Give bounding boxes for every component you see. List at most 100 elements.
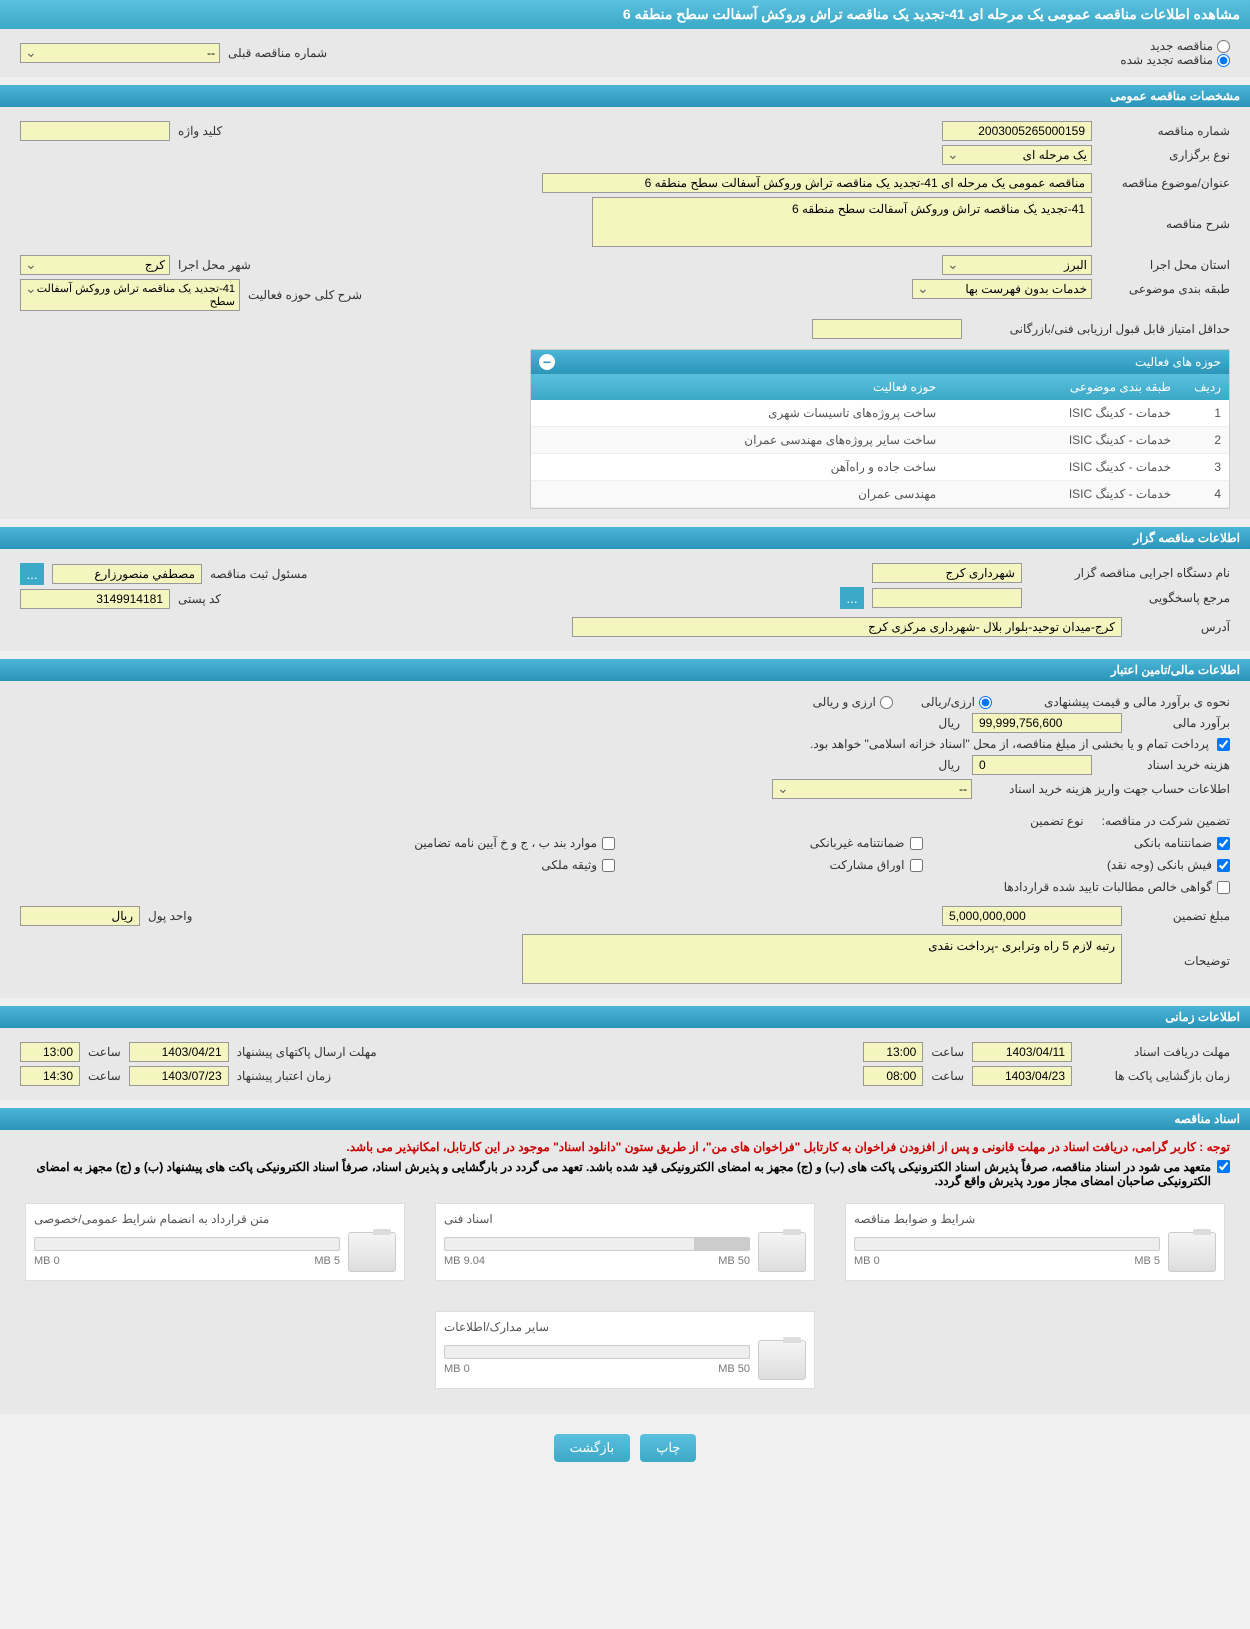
cb-bank-guarantee[interactable]: ضمانتنامه بانکی xyxy=(943,836,1231,850)
radio-currency-rial-input[interactable] xyxy=(979,696,992,709)
prev-tender-number-select[interactable]: -- xyxy=(20,43,220,63)
cb-confirmed-claims-input[interactable] xyxy=(1217,881,1230,894)
page-title: مشاهده اطلاعات مناقصه عمومی یک مرحله ای … xyxy=(0,0,1250,29)
cb-items-bpj-label: موارد بند ب ، ج و خ آیین نامه تضامین xyxy=(414,836,597,850)
cb-items-bpj[interactable]: موارد بند ب ، ج و خ آیین نامه تضامین xyxy=(328,836,616,850)
footer-buttons: چاپ بازگشت xyxy=(0,1414,1250,1482)
organizer-section: نام دستگاه اجرایی مناقصه گزار شهرداری کر… xyxy=(0,549,1250,651)
holding-type-select[interactable]: یک مرحله ای xyxy=(942,145,1092,165)
general-section: شماره مناقصه 2003005265000159 نوع برگزار… xyxy=(0,107,1250,519)
purchase-cost-field: 0 xyxy=(972,755,1092,775)
cb-nonbank-guarantee[interactable]: ضمانتنامه غیربانکی xyxy=(635,836,923,850)
th-row: ردیف xyxy=(1179,374,1229,400)
doc-section: شرایط و ضوابط مناقصه 5 MB 0 MB اسناد فنی xyxy=(20,1203,1230,1389)
packet-open-date: 1403/04/23 xyxy=(972,1066,1072,1086)
radio-currency-rial[interactable]: ارزی/ریالی xyxy=(921,695,992,709)
currency-unit-label: واحد پول xyxy=(148,909,192,923)
cb-participation-papers[interactable]: اوراق مشارکت xyxy=(635,858,923,872)
cb-confirmed-claims[interactable]: گواهی خالص مطالبات تایید شده قراردادها xyxy=(943,880,1231,894)
doc-total: 50 MB xyxy=(718,1255,750,1267)
packet-send-date: 1403/04/21 xyxy=(129,1042,229,1062)
payment-note-checkbox[interactable] xyxy=(1217,738,1230,751)
radio-new-tender-input[interactable] xyxy=(1217,40,1230,53)
responder-ellipsis-button[interactable]: ... xyxy=(840,587,864,609)
doc-total: 5 MB xyxy=(1134,1255,1160,1267)
packet-open-time: 08:00 xyxy=(863,1066,923,1086)
guarantee-amount-label: مبلغ تضمین xyxy=(1130,909,1230,923)
cell-activity: ساخت پروژه‌های تاسیسات شهری xyxy=(531,400,944,427)
commitment-checkbox[interactable] xyxy=(1217,1160,1230,1173)
radio-renewed-tender-input[interactable] xyxy=(1217,54,1230,67)
th-classification: طبقه بندی موضوعی xyxy=(944,374,1179,400)
guarantee-type-label: نوع تضمین xyxy=(1030,814,1083,828)
activity-scope-select[interactable]: 41-تجدید یک مناقصه تراش وروکش آسفالت سطح xyxy=(20,279,240,311)
packet-open-label: زمان بازگشایی پاکت ها xyxy=(1080,1069,1230,1083)
classification-select[interactable]: خدمات بدون فهرست بها xyxy=(912,279,1092,299)
doc-meta: 50 MB 0 MB xyxy=(444,1363,750,1375)
cb-bank-guarantee-label: ضمانتنامه بانکی xyxy=(1134,836,1212,850)
timing-section: مهلت دریافت اسناد 1403/04/11 ساعت 13:00 … xyxy=(0,1028,1250,1100)
cb-bank-receipt-input[interactable] xyxy=(1217,859,1230,872)
cb-participation-papers-input[interactable] xyxy=(910,859,923,872)
section-header-timing: اطلاعات زمانی xyxy=(0,1006,1250,1028)
responder-label: مرجع پاسخگویی xyxy=(1030,591,1230,605)
time-label-2: ساعت xyxy=(931,1069,964,1083)
cb-items-bpj-input[interactable] xyxy=(602,837,615,850)
doc-item[interactable]: شرایط و ضوابط مناقصه 5 MB 0 MB xyxy=(845,1203,1225,1281)
activity-table-title: حوزه های فعالیت xyxy=(1135,355,1221,369)
payment-note-label: پرداخت تمام و یا بخشی از مبلغ مناقصه، از… xyxy=(810,737,1209,751)
radio-renewed-tender[interactable]: مناقصه تجدید شده xyxy=(645,53,1230,67)
cell-classification: خدمات - کدینگ ISIC xyxy=(944,454,1179,481)
radio-new-tender[interactable]: مناقصه جدید xyxy=(645,39,1230,53)
min-score-field[interactable] xyxy=(812,319,962,339)
radio-currency-foreign[interactable]: ارزی و ریالی xyxy=(813,695,893,709)
table-row: 3 خدمات - کدینگ ISIC ساخت جاده و راه‌آهن xyxy=(531,454,1229,481)
radio-currency-foreign-input[interactable] xyxy=(880,696,893,709)
payment-account-select[interactable]: -- xyxy=(772,779,972,799)
cell-classification: خدمات - کدینگ ISIC xyxy=(944,400,1179,427)
doc-used: 9.04 MB xyxy=(444,1255,485,1267)
doc-used: 0 MB xyxy=(444,1363,470,1375)
doc-item[interactable]: متن قرارداد به انضمام شرایط عمومی/خصوصی … xyxy=(25,1203,405,1281)
section-header-organizer: اطلاعات مناقصه گزار xyxy=(0,527,1250,549)
postal-code-field: 3149914181 xyxy=(20,589,170,609)
cb-property-bond-input[interactable] xyxy=(602,859,615,872)
org-name-field: شهرداری کرج xyxy=(872,563,1022,583)
radio-currency-rial-label: ارزی/ریالی xyxy=(921,695,975,709)
doc-used: 0 MB xyxy=(854,1255,880,1267)
offer-validity-time: 14:30 xyxy=(20,1066,80,1086)
packet-send-time: 13:00 xyxy=(20,1042,80,1062)
doc-receive-label: مهلت دریافت اسناد xyxy=(1080,1045,1230,1059)
back-button[interactable]: بازگشت xyxy=(554,1434,630,1462)
min-score-label: حداقل امتیاز قابل قبول ارزیابی فنی/بازرگ… xyxy=(970,322,1230,336)
folder-icon xyxy=(758,1340,806,1380)
keyword-field[interactable] xyxy=(20,121,170,141)
doc-total: 50 MB xyxy=(718,1363,750,1375)
progress-bar xyxy=(34,1237,340,1251)
city-label: شهر محل اجرا xyxy=(178,258,251,272)
doc-item[interactable]: سایر مدارک/اطلاعات 50 MB 0 MB xyxy=(435,1311,815,1389)
responder-field xyxy=(872,588,1022,608)
print-button[interactable]: چاپ xyxy=(640,1434,696,1462)
offer-validity-date: 1403/07/23 xyxy=(129,1066,229,1086)
doc-item[interactable]: اسناد فنی 50 MB 9.04 MB xyxy=(435,1203,815,1281)
table-row: 4 خدمات - کدینگ ISIC مهندسی عمران xyxy=(531,481,1229,508)
cb-property-bond[interactable]: وثیقه ملکی xyxy=(328,858,616,872)
cell-row: 2 xyxy=(1179,427,1229,454)
cb-bank-guarantee-input[interactable] xyxy=(1217,837,1230,850)
cell-row: 1 xyxy=(1179,400,1229,427)
address-label: آدرس xyxy=(1130,620,1230,634)
description-label: شرح مناقصه xyxy=(1100,197,1230,231)
description-field: 41-تجدید یک مناقصه تراش وروکش آسفالت سطح… xyxy=(592,197,1092,247)
guarantee-amount-field: 5,000,000,000 xyxy=(942,906,1122,926)
province-select[interactable]: البرز xyxy=(942,255,1092,275)
registrar-ellipsis-button[interactable]: ... xyxy=(20,563,44,585)
city-select[interactable]: کرج xyxy=(20,255,170,275)
th-activity: حوزه فعالیت xyxy=(531,374,944,400)
radio-currency-foreign-label: ارزی و ریالی xyxy=(813,695,876,709)
purchase-cost-label: هزینه خرید اسناد xyxy=(1100,758,1230,772)
cb-bank-receipt[interactable]: فیش بانکی (وجه نقد) xyxy=(943,858,1231,872)
cb-nonbank-guarantee-input[interactable] xyxy=(910,837,923,850)
activity-scope-label: شرح کلی حوزه فعالیت xyxy=(248,288,362,302)
collapse-icon[interactable]: − xyxy=(539,354,555,370)
